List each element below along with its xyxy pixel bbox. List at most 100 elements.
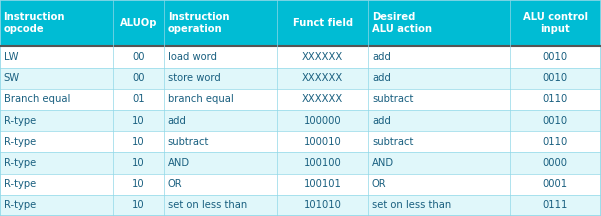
Bar — [113, 152, 164, 174]
Text: 0110: 0110 — [543, 137, 568, 147]
Text: set on less than: set on less than — [168, 200, 247, 210]
Text: LW: LW — [4, 52, 18, 62]
Text: subtract: subtract — [372, 137, 413, 147]
Text: branch equal: branch equal — [168, 94, 234, 104]
Bar — [113, 195, 164, 216]
Bar — [368, 46, 510, 68]
Text: store word: store word — [168, 73, 221, 83]
Text: 00: 00 — [132, 73, 145, 83]
Text: Funct field: Funct field — [293, 18, 353, 28]
Bar — [510, 89, 601, 110]
Text: Instruction
opcode: Instruction opcode — [4, 12, 65, 34]
Text: 100101: 100101 — [304, 179, 341, 189]
Text: add: add — [372, 52, 391, 62]
Text: ALU control
input: ALU control input — [523, 12, 588, 34]
Text: 0000: 0000 — [543, 158, 568, 168]
Text: 100100: 100100 — [304, 158, 341, 168]
Bar — [277, 89, 368, 110]
Bar — [0, 46, 113, 68]
Bar — [510, 110, 601, 131]
Bar — [113, 110, 164, 131]
Bar — [368, 110, 510, 131]
Bar — [510, 46, 601, 68]
Bar — [0, 0, 113, 46]
Bar — [0, 110, 113, 131]
Text: 0010: 0010 — [543, 52, 568, 62]
Text: add: add — [372, 73, 391, 83]
Bar — [113, 89, 164, 110]
Text: 0010: 0010 — [543, 116, 568, 126]
Bar — [510, 152, 601, 174]
Text: 0001: 0001 — [543, 179, 568, 189]
Text: add: add — [372, 116, 391, 126]
Text: AND: AND — [372, 158, 394, 168]
Text: AND: AND — [168, 158, 190, 168]
Bar — [368, 89, 510, 110]
Bar — [368, 68, 510, 89]
Text: 0111: 0111 — [543, 200, 568, 210]
Bar — [164, 0, 277, 46]
Text: 0010: 0010 — [543, 73, 568, 83]
Bar — [0, 195, 113, 216]
Bar — [0, 131, 113, 152]
Text: R-type: R-type — [4, 179, 36, 189]
Bar — [113, 68, 164, 89]
Text: XXXXXX: XXXXXX — [302, 52, 343, 62]
Bar — [113, 174, 164, 195]
Text: 10: 10 — [132, 137, 145, 147]
Text: R-type: R-type — [4, 200, 36, 210]
Text: 100000: 100000 — [304, 116, 341, 126]
Bar — [368, 152, 510, 174]
Bar — [277, 68, 368, 89]
Text: subtract: subtract — [372, 94, 413, 104]
Bar — [510, 0, 601, 46]
Bar — [277, 195, 368, 216]
Bar — [113, 0, 164, 46]
Bar — [0, 152, 113, 174]
Text: Branch equal: Branch equal — [4, 94, 70, 104]
Text: 00: 00 — [132, 52, 145, 62]
Bar — [164, 110, 277, 131]
Bar — [164, 89, 277, 110]
Bar — [0, 68, 113, 89]
Bar — [164, 152, 277, 174]
Bar — [368, 195, 510, 216]
Text: 10: 10 — [132, 179, 145, 189]
Text: 101010: 101010 — [304, 200, 341, 210]
Text: XXXXXX: XXXXXX — [302, 94, 343, 104]
Text: Desired
ALU action: Desired ALU action — [372, 12, 432, 34]
Text: R-type: R-type — [4, 137, 36, 147]
Text: load word: load word — [168, 52, 217, 62]
Text: 100010: 100010 — [304, 137, 341, 147]
Bar — [164, 46, 277, 68]
Bar — [277, 131, 368, 152]
Bar — [510, 131, 601, 152]
Text: 01: 01 — [132, 94, 145, 104]
Text: OR: OR — [168, 179, 182, 189]
Text: SW: SW — [4, 73, 20, 83]
Bar — [277, 0, 368, 46]
Bar — [164, 195, 277, 216]
Bar — [277, 46, 368, 68]
Bar — [164, 68, 277, 89]
Bar — [113, 46, 164, 68]
Bar — [0, 174, 113, 195]
Text: 10: 10 — [132, 158, 145, 168]
Bar — [368, 0, 510, 46]
Bar — [164, 131, 277, 152]
Text: 0110: 0110 — [543, 94, 568, 104]
Bar — [368, 174, 510, 195]
Bar — [164, 174, 277, 195]
Bar — [277, 152, 368, 174]
Bar — [510, 195, 601, 216]
Text: Instruction
operation: Instruction operation — [168, 12, 229, 34]
Bar — [368, 131, 510, 152]
Bar — [113, 131, 164, 152]
Bar — [0, 89, 113, 110]
Text: 10: 10 — [132, 200, 145, 210]
Text: R-type: R-type — [4, 116, 36, 126]
Text: OR: OR — [372, 179, 386, 189]
Bar — [510, 68, 601, 89]
Bar — [510, 174, 601, 195]
Bar — [277, 110, 368, 131]
